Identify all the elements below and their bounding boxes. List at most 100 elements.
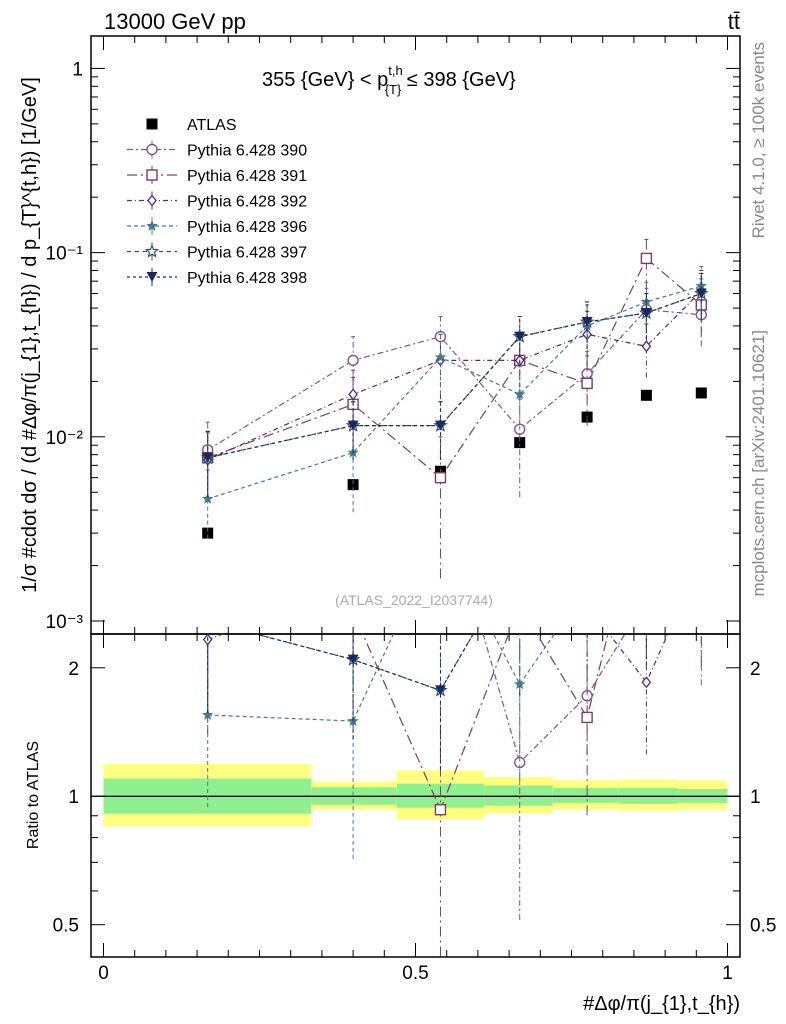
mcplots-label: mcplots.cern.ch [arXiv:2401.10621] xyxy=(749,330,768,596)
legend-label: Pythia 6.428 397 xyxy=(187,245,307,262)
band-inner-3 xyxy=(484,785,553,806)
data-point xyxy=(514,331,526,342)
main-ytick-label-1: 10⁻¹ xyxy=(46,244,84,265)
legend-item-5: Pythia 6.428 397 xyxy=(127,242,307,262)
ratio-point xyxy=(696,543,707,554)
series-line-5 xyxy=(207,292,702,459)
xlabel: #Δφ/π(j_{1},t_{h}) xyxy=(583,993,740,1015)
ratio-point xyxy=(202,709,214,720)
legend-item-6: Pythia 6.428 398 xyxy=(127,268,307,287)
ratio-ytick-label-1: 1 xyxy=(68,787,79,808)
ratio-ytick-label-right-0: 0.5 xyxy=(750,916,776,937)
ratio-series-0 xyxy=(207,594,706,921)
data-point xyxy=(434,471,447,484)
series-line-2 xyxy=(207,257,702,479)
legend-marker xyxy=(146,169,158,181)
series-line-6 xyxy=(207,292,702,459)
ratio-point xyxy=(434,685,446,696)
ratio-point xyxy=(202,615,213,626)
legend-marker xyxy=(146,143,158,156)
series-line-1 xyxy=(207,309,702,451)
legend-label: Pythia 6.428 398 xyxy=(187,270,307,287)
series-4 xyxy=(202,266,707,539)
ratio-ylabel: Ratio to ATLAS xyxy=(25,741,42,849)
ratio-point xyxy=(514,548,525,559)
data-point xyxy=(695,288,707,299)
data-point xyxy=(640,252,653,265)
data-point xyxy=(581,317,593,328)
data-point xyxy=(640,308,652,319)
data-point xyxy=(434,351,447,363)
legend-label: ATLAS xyxy=(187,117,237,134)
ratio-point xyxy=(641,594,651,604)
ratio-point xyxy=(515,600,525,610)
ratio-series-1 xyxy=(207,475,706,957)
data-point xyxy=(202,492,214,504)
legend-label: Pythia 6.428 391 xyxy=(187,168,307,185)
legend-marker xyxy=(147,194,157,207)
legend-label: Pythia 6.428 396 xyxy=(187,219,307,236)
ratio-line-1 xyxy=(362,634,609,812)
legend-marker xyxy=(146,272,158,282)
ratio-point xyxy=(697,554,705,564)
ratio-point xyxy=(349,582,357,592)
ratio-point xyxy=(641,475,651,485)
legend: ATLAS Pythia 6.428 390 Pythia 6.428 391 Pyt… xyxy=(127,117,307,287)
main-ytick-label-3: 10⁻³ xyxy=(46,612,84,633)
ratio-line-3 xyxy=(207,634,556,722)
legend-marker xyxy=(146,118,158,130)
data-point xyxy=(514,437,526,449)
title-post: ≤ 398 {GeV} xyxy=(401,69,516,91)
ratio-ytick-label-0: 0.5 xyxy=(53,916,79,937)
data-point xyxy=(695,387,707,399)
ratio-series-5 xyxy=(202,549,707,770)
ratio-point xyxy=(516,600,524,610)
ratio-point xyxy=(641,575,652,586)
ratio-point xyxy=(641,676,652,689)
ratio-series-2 xyxy=(202,554,705,755)
header-right: tt̄ xyxy=(728,9,740,34)
series-line-4 xyxy=(207,285,702,500)
ratio-line-4 xyxy=(253,634,474,692)
ratio-line-2 xyxy=(207,634,669,684)
data-point xyxy=(640,389,652,401)
data-point xyxy=(347,479,359,491)
xtick-label-1: 0.5 xyxy=(402,963,428,984)
ratio-point xyxy=(202,616,213,626)
title-pre: 355 {GeV} < p xyxy=(262,69,388,91)
ratio-axis-ticks: 0.5 0.5 1 1 2 2 0 0.5 1 xyxy=(53,634,776,984)
main-ylabel: 1/σ #cdot dσ / (d #Δφ/π(j_{1},t_{h}) / d… xyxy=(19,77,41,593)
title-sup: t,h xyxy=(388,63,402,78)
data-point xyxy=(514,388,526,400)
data-point xyxy=(347,354,359,367)
ratio-point xyxy=(583,600,591,610)
data-point xyxy=(641,340,652,353)
ratio-line-0 xyxy=(482,634,626,764)
ratio-series-group xyxy=(202,475,707,957)
data-point xyxy=(202,452,214,463)
ratio-point xyxy=(696,588,706,598)
ratio-point xyxy=(582,570,593,580)
watermark: (ATLAS_2022_I2037744) xyxy=(335,592,493,608)
main-ytick-label-2: 10⁻² xyxy=(46,428,84,449)
series-3 xyxy=(202,269,707,501)
legend-label: Pythia 6.428 392 xyxy=(187,194,307,211)
ratio-series-4 xyxy=(202,548,647,770)
series-6 xyxy=(202,273,707,498)
ratio-point xyxy=(514,678,526,690)
legend-label: Pythia 6.428 390 xyxy=(187,143,307,160)
ratio-point xyxy=(514,549,525,559)
legend-item-2: Pythia 6.428 391 xyxy=(127,166,307,185)
ratio-ytick-label-2: 2 xyxy=(68,659,79,680)
ratio-point xyxy=(696,607,706,617)
rivet-label: Rivet 4.1.0, ≥ 100k events xyxy=(749,42,768,238)
data-point xyxy=(434,420,446,431)
legend-marker xyxy=(146,220,158,231)
ratio-point xyxy=(348,607,358,617)
main-title: 355 {GeV} < pt,h {T} ≤ 398 {GeV} xyxy=(262,63,516,97)
data-point xyxy=(581,377,593,390)
ratio-point xyxy=(696,559,707,569)
title-sub: {T} xyxy=(385,82,402,97)
series-1 xyxy=(201,287,708,498)
